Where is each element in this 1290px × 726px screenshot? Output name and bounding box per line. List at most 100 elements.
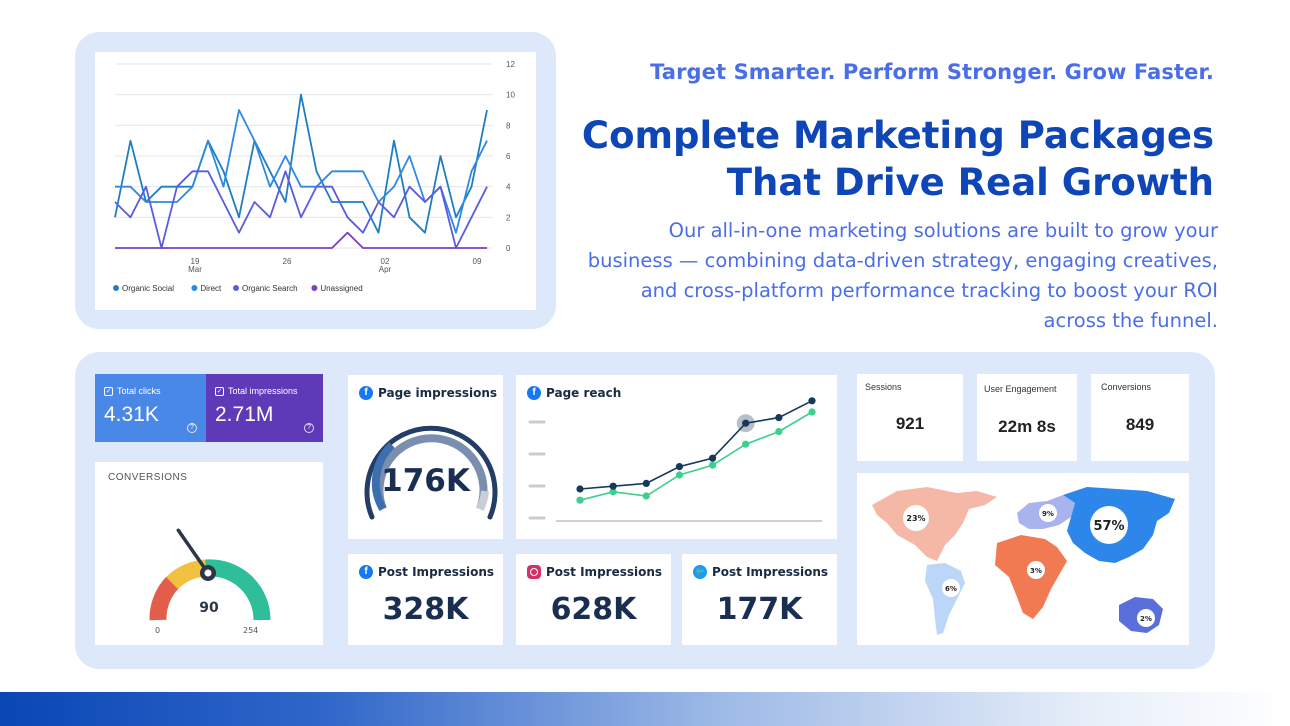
legend-marker xyxy=(191,285,198,291)
post-impressions-instagram-card: Post Impressions 628K xyxy=(516,554,671,645)
kpi-value: 4.31K xyxy=(104,403,159,426)
world-map-svg: 23% 9% 57% 6% 3% 2% xyxy=(872,487,1175,635)
post-impressions-facebook-card: f Post Impressions 328K xyxy=(348,554,503,645)
legend-label: Direct xyxy=(200,284,222,293)
page-reach-card: f Page reach xyxy=(516,375,837,539)
x-tick-month: Apr xyxy=(379,265,392,274)
post-impressions-value: 628K xyxy=(550,592,637,627)
reach-point xyxy=(708,454,717,462)
reach-point xyxy=(742,419,750,427)
checkbox-icon[interactable]: ✓ xyxy=(215,386,224,396)
conversions-gauge-card: CONVERSIONS 90 0 254 xyxy=(95,462,323,645)
reach-point xyxy=(642,492,650,500)
stat-value: 849 xyxy=(1125,415,1155,434)
reach-point xyxy=(775,428,783,436)
reach-point xyxy=(742,440,750,448)
legend-label: Organic Search xyxy=(242,284,298,293)
gauge-max: 254 xyxy=(243,626,259,635)
reach-point xyxy=(642,479,650,487)
headline-line-1: Complete Marketing Packages xyxy=(581,114,1214,157)
help-icon[interactable]: ? xyxy=(304,423,314,433)
impressions-ring-svg xyxy=(364,425,498,520)
y-tick-label: 4 xyxy=(506,183,511,192)
headline-line-2: That Drive Real Growth xyxy=(726,161,1214,204)
reach-point xyxy=(609,488,617,496)
kpi-total-clicks[interactable]: ✓ Total clicks 4.31K ? xyxy=(95,374,206,442)
kpi-total-impressions[interactable]: ✓ Total impressions 2.71M ? xyxy=(206,374,323,442)
post-impressions-value: 328K xyxy=(382,592,469,627)
map-label-europe: 9% xyxy=(1042,510,1054,518)
facebook-icon: f xyxy=(359,386,373,400)
x-tick-label: 26 xyxy=(283,257,292,266)
map-label-north-america: 23% xyxy=(906,514,925,523)
kpi-value: 2.71M xyxy=(215,403,274,426)
gauge-svg xyxy=(149,528,271,621)
map-label-south-america: 6% xyxy=(945,585,957,593)
instagram-icon xyxy=(527,565,541,579)
x-tick-label: 02 xyxy=(381,257,390,266)
reach-line xyxy=(579,411,813,501)
reach-point xyxy=(576,485,584,493)
gauge-min: 0 xyxy=(155,626,161,635)
y-tick-label: 12 xyxy=(506,60,515,69)
stat-engagement-card: User Engagement 22m 8s xyxy=(977,374,1077,461)
gauge-title: CONVERSIONS xyxy=(108,472,188,483)
headline: Complete Marketing Packages That Drive R… xyxy=(582,112,1214,206)
reach-line xyxy=(579,400,813,490)
y-tick-label: 8 xyxy=(506,121,511,130)
reach-point xyxy=(808,397,816,405)
help-icon[interactable]: ? xyxy=(187,423,197,433)
y-tick-label: 10 xyxy=(506,91,515,100)
kpi-label: Total impressions xyxy=(228,386,298,396)
reach-point xyxy=(675,471,684,479)
twitter-icon: 🐦 xyxy=(693,565,707,579)
page-impressions-card: f Page impressions 176K xyxy=(348,375,503,539)
bottom-gradient-bar xyxy=(0,692,1290,726)
stat-value: 22m 8s xyxy=(998,417,1056,436)
region-north-america xyxy=(872,487,997,561)
y-tick-label: 0 xyxy=(506,244,511,253)
reach-point xyxy=(675,463,684,471)
facebook-icon: f xyxy=(359,565,373,579)
stat-sessions-card: Sessions 921 xyxy=(857,374,963,461)
post-impressions-value: 177K xyxy=(716,592,803,627)
kpi-label: Total clicks xyxy=(117,386,161,396)
legend-label: Organic Social xyxy=(122,284,174,293)
map-label-asia: 57% xyxy=(1093,519,1124,534)
map-label-australia: 2% xyxy=(1140,615,1152,623)
checkbox-icon[interactable]: ✓ xyxy=(104,386,113,396)
series-line-organic-search xyxy=(114,170,488,249)
stat-conversions-card: Conversions 849 xyxy=(1091,374,1189,461)
legend-label: Unassigned xyxy=(320,284,362,293)
region-south-america xyxy=(925,563,965,635)
post-impressions-twitter-card: 🐦 Post Impressions 177K xyxy=(682,554,837,645)
reach-point xyxy=(609,482,617,490)
x-tick-label: 09 xyxy=(473,257,482,266)
series-line-unassigned xyxy=(115,231,487,249)
map-label-africa: 3% xyxy=(1030,567,1042,575)
page-impressions-value: 176K xyxy=(381,463,470,499)
gauge-value: 90 xyxy=(199,600,219,616)
legend-marker xyxy=(233,285,239,291)
card-title: Page impressions xyxy=(378,386,498,400)
reach-point xyxy=(808,408,816,416)
stat-label: Conversions xyxy=(1101,382,1152,392)
card-title: Page reach xyxy=(546,386,622,400)
stat-label: Sessions xyxy=(865,382,902,392)
traffic-line-chart: 12 10 8 6 4 2 0 19 Mar 26 02 Apr 09 Organic Social Dir… xyxy=(95,52,536,310)
card-title: Post Impressions xyxy=(546,565,663,579)
page-reach-chart xyxy=(528,397,822,522)
x-tick-month: Mar xyxy=(188,265,202,274)
y-tick-label: 2 xyxy=(506,213,511,222)
stat-label: User Engagement xyxy=(984,384,1057,394)
tagline: Target Smarter. Perform Stronger. Grow F… xyxy=(650,60,1214,84)
reach-point xyxy=(708,461,717,469)
card-title: Post Impressions xyxy=(378,565,495,579)
gauge-needle xyxy=(176,528,210,575)
reach-point xyxy=(775,414,783,422)
legend-marker xyxy=(311,285,318,291)
world-map-card: 23% 9% 57% 6% 3% 2% xyxy=(857,473,1189,645)
x-tick-label: 19 xyxy=(191,257,200,266)
legend-marker xyxy=(113,285,119,291)
